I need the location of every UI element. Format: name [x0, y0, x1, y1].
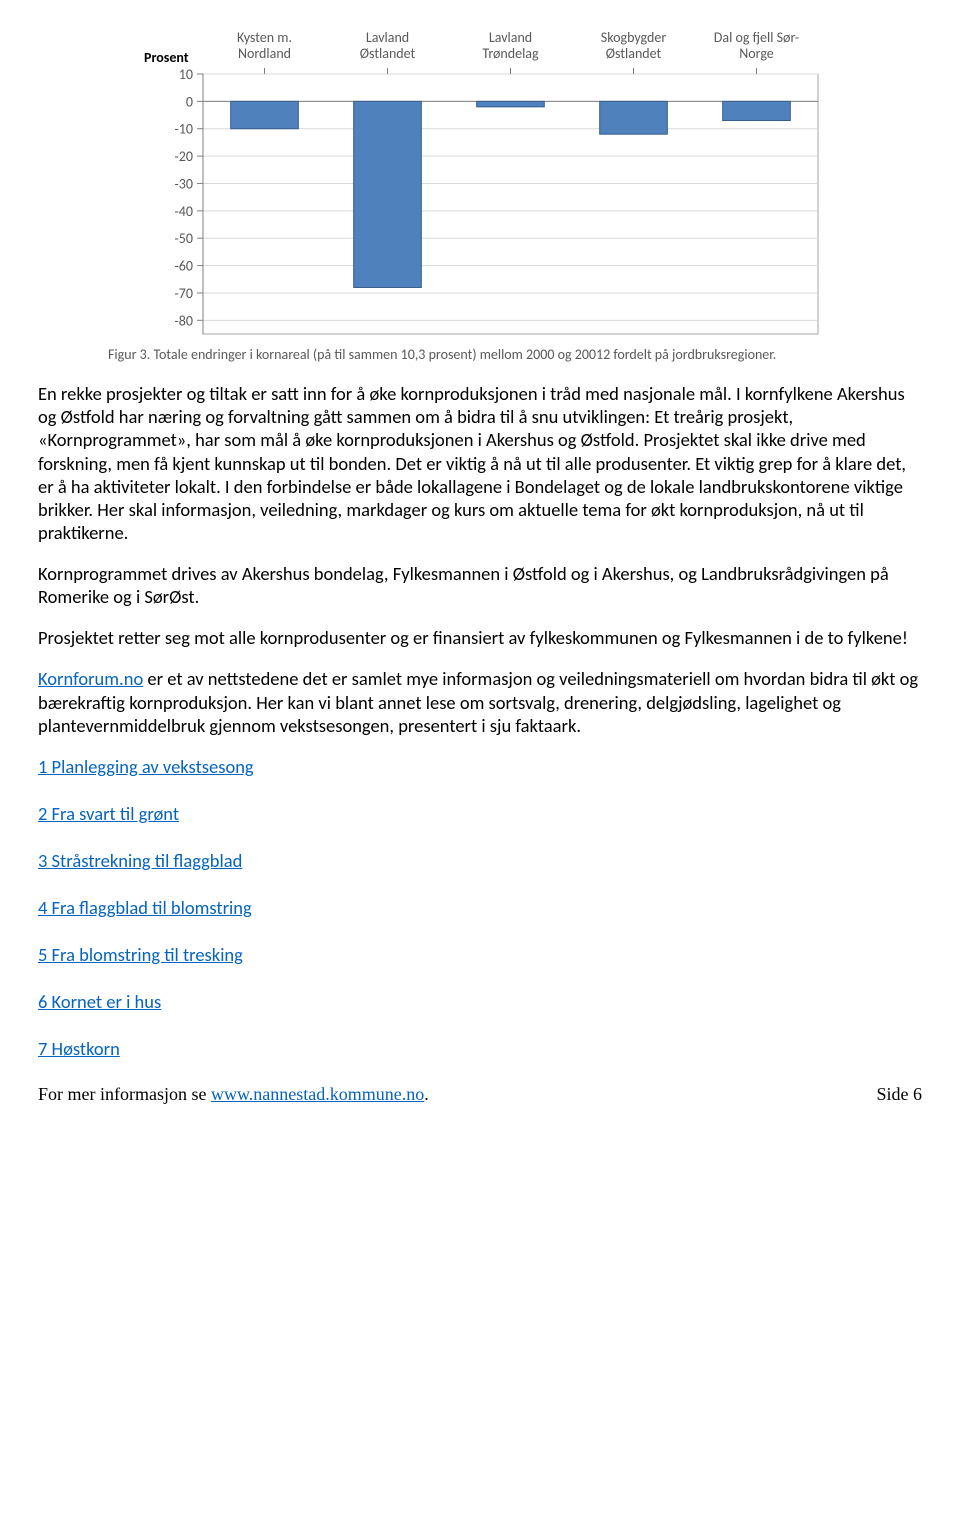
faktaark-link-item: 3 Stråstrekning til flaggblad [38, 849, 922, 872]
svg-text:Lavland: Lavland [489, 30, 532, 46]
faktaark-link-list: 1 Planlegging av vekstsesong 2 Fra svart … [38, 755, 922, 1060]
svg-text:-40: -40 [175, 203, 193, 220]
faktaark-link-item: 2 Fra svart til grønt [38, 802, 922, 825]
page-footer: For mer informasjon se www.nannestad.kom… [38, 1084, 922, 1105]
svg-text:Trøndelag: Trøndelag [482, 45, 539, 62]
footer-prefix: For mer informasjon se [38, 1084, 211, 1104]
faktaark-link[interactable]: 1 Planlegging av vekstsesong [38, 755, 254, 778]
footer-link[interactable]: www.nannestad.kommune.no [211, 1084, 424, 1104]
caption-text: Totale endringer i kornareal (på til sam… [153, 346, 776, 363]
svg-text:Kysten m.: Kysten m. [237, 30, 292, 46]
faktaark-link-item: 6 Kornet er i hus [38, 990, 922, 1013]
faktaark-link[interactable]: 3 Stråstrekning til flaggblad [38, 849, 242, 872]
footer-suffix: . [424, 1084, 429, 1104]
faktaark-link-item: 7 Høstkorn [38, 1037, 922, 1060]
faktaark-link[interactable]: 4 Fra flaggblad til blomstring [38, 896, 252, 919]
svg-text:0: 0 [186, 93, 193, 110]
paragraph-4-rest: er et av nettstedene det er samlet mye i… [38, 667, 918, 736]
svg-text:-30: -30 [175, 175, 193, 192]
page-number: Side 6 [876, 1084, 922, 1105]
bar-chart: 10 0 -10 -20 -30 -40 -50 -60 -70 -80 Prosent Kysten… [108, 30, 922, 340]
faktaark-link[interactable]: 6 Kornet er i hus [38, 990, 161, 1013]
paragraph-3: Prosjektet retter seg mot alle kornprodu… [38, 626, 922, 649]
faktaark-link[interactable]: 2 Fra svart til grønt [38, 802, 179, 825]
svg-text:-20: -20 [175, 148, 193, 165]
kornforum-link[interactable]: Kornforum.no [38, 667, 143, 690]
chart-caption: Figur 3. Totale endringer i kornareal (p… [108, 346, 922, 364]
caption-prefix: Figur 3. [108, 346, 150, 363]
svg-text:-80: -80 [175, 312, 193, 329]
svg-text:Nordland: Nordland [238, 45, 291, 62]
svg-text:10: 10 [179, 66, 193, 83]
svg-text:Østlandet: Østlandet [360, 45, 416, 62]
faktaark-link-item: 5 Fra blomstring til tresking [38, 943, 922, 966]
svg-text:Prosent: Prosent [144, 49, 189, 66]
paragraph-4: Kornforum.no er et av nettstedene det er… [38, 667, 922, 736]
faktaark-link[interactable]: 7 Høstkorn [38, 1037, 120, 1060]
svg-text:Skogbygder: Skogbygder [601, 30, 667, 46]
faktaark-link-item: 1 Planlegging av vekstsesong [38, 755, 922, 778]
svg-text:-50: -50 [175, 230, 193, 247]
paragraph-1: En rekke prosjekter og tiltak er satt in… [38, 382, 922, 544]
faktaark-link-item: 4 Fra flaggblad til blomstring [38, 896, 922, 919]
faktaark-link[interactable]: 5 Fra blomstring til tresking [38, 943, 243, 966]
svg-text:-10: -10 [175, 121, 193, 138]
svg-text:Lavland: Lavland [366, 30, 409, 46]
svg-text:Østlandet: Østlandet [606, 45, 662, 62]
svg-text:Norge: Norge [739, 45, 774, 62]
paragraph-2: Kornprogrammet drives av Akershus bondel… [38, 562, 922, 608]
svg-text:Dal og fjell Sør-: Dal og fjell Sør- [714, 30, 799, 46]
svg-text:-60: -60 [175, 258, 193, 275]
svg-text:-70: -70 [175, 285, 193, 302]
